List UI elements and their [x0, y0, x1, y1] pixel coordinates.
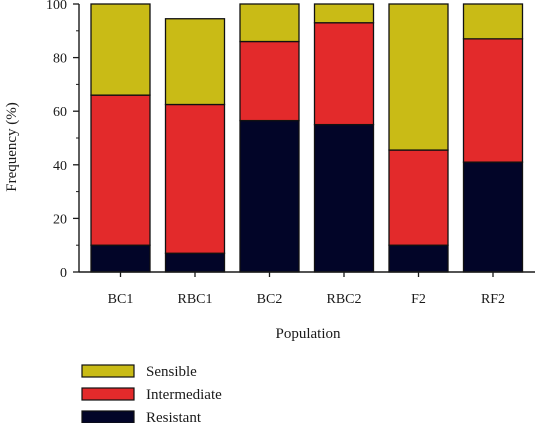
- x-axis-title: Population: [275, 326, 341, 342]
- legend-swatch-sensible: [81, 364, 135, 378]
- legend-label-sensible: Sensible: [146, 364, 197, 380]
- axes-layer: BC1 RBC1 BC2 RBC2 F2 RF2 0 20 40 60 80 100: [46, 0, 535, 307]
- bar-f2-intermediate: [388, 149, 449, 246]
- y-axis-title: Frequency (%): [4, 102, 20, 192]
- x-tick-label: F2: [411, 292, 426, 307]
- bar-rf2-sensible: [462, 3, 524, 40]
- bar-f2-sensible: [388, 3, 449, 151]
- bar-rbc2-intermediate: [313, 22, 375, 126]
- bar-bc2-sensible: [239, 3, 300, 43]
- bar-rbc1-resistant: [164, 252, 226, 273]
- bar-bc2-intermediate: [239, 40, 300, 122]
- bar-rf2-resistant: [462, 161, 524, 273]
- y-tick-label: 0: [60, 266, 67, 281]
- legend: Sensible Intermediate Resistant: [81, 364, 222, 423]
- bar-bc1-sensible: [90, 3, 151, 96]
- legend-swatch-resistant: [81, 410, 135, 423]
- x-tick-label: RBC2: [326, 292, 361, 307]
- bar-rbc2-resistant: [313, 123, 375, 273]
- bar-rf2-intermediate: [462, 38, 524, 163]
- y-tick-label: 60: [53, 105, 67, 120]
- y-tick-label: 40: [53, 159, 67, 174]
- bars-layer: [90, 3, 524, 273]
- bar-f2-resistant: [388, 244, 449, 273]
- legend-label-intermediate: Intermediate: [146, 387, 222, 403]
- bar-bc1-intermediate: [90, 94, 151, 246]
- y-tick-label: 100: [46, 0, 67, 13]
- bar-bc2-resistant: [239, 119, 300, 273]
- bar-rbc2-sensible: [313, 3, 375, 24]
- x-tick-label: BC1: [108, 292, 134, 307]
- legend-label-resistant: Resistant: [146, 410, 202, 423]
- y-tick-label: 80: [53, 52, 67, 67]
- bar-rbc1-intermediate: [164, 103, 226, 254]
- x-tick-label: BC2: [257, 292, 283, 307]
- bar-rbc1-sensible: [164, 18, 226, 106]
- x-tick-label: RBC1: [177, 292, 212, 307]
- bar-bc1-resistant: [90, 244, 151, 273]
- x-tick-label: RF2: [481, 292, 505, 307]
- legend-swatch-intermediate: [81, 387, 135, 401]
- y-tick-label: 20: [53, 212, 67, 227]
